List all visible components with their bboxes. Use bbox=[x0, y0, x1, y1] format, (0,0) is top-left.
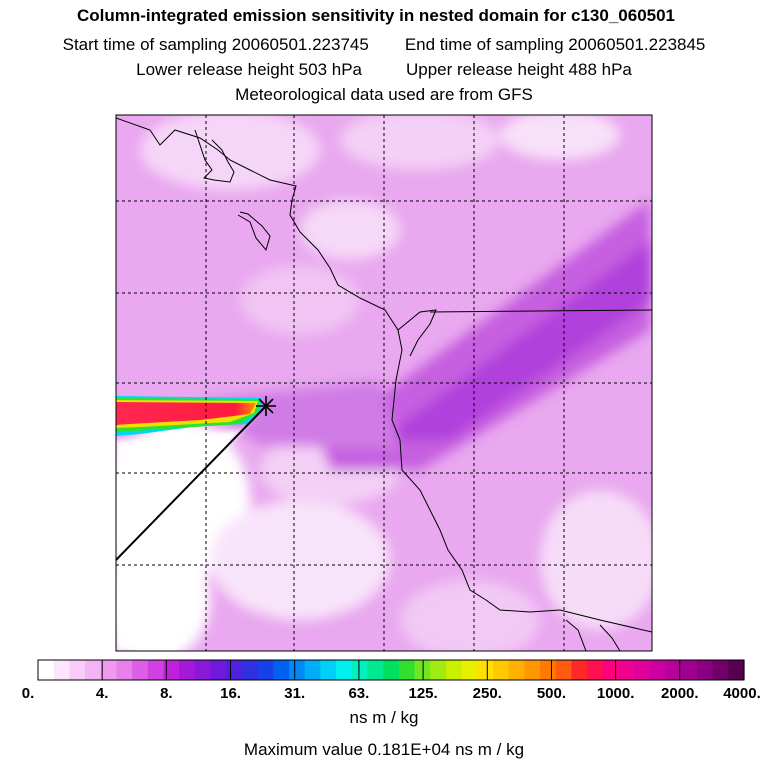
colorbar-cell bbox=[445, 660, 463, 680]
colorbar-cell bbox=[351, 660, 369, 680]
colorbar-cell bbox=[398, 660, 416, 680]
colorbar-cell bbox=[618, 660, 635, 680]
end-time-label: End time of sampling 20060501.223845 bbox=[404, 35, 706, 54]
colorbar-unit-label: ns m / kg bbox=[349, 708, 419, 727]
colorbar-cell bbox=[555, 660, 573, 680]
colorbar-cell bbox=[304, 660, 321, 680]
colorbar-cell bbox=[100, 660, 118, 680]
plume bbox=[116, 396, 262, 436]
maximum-value-label: Maximum value 0.181E+04 ns m / kg bbox=[243, 740, 525, 759]
colorbar-cell bbox=[336, 660, 353, 680]
trajectory-line bbox=[115, 405, 267, 561]
colorbar-tick-label: 4000. bbox=[723, 685, 761, 702]
colorbar-cell bbox=[383, 660, 400, 680]
colorbar-cell bbox=[477, 660, 494, 680]
map-frame bbox=[115, 114, 653, 652]
colorbar-cell bbox=[241, 660, 259, 680]
colorbar-cell bbox=[571, 660, 588, 680]
map-title: Column-integrated emission sensitivity i… bbox=[76, 6, 676, 25]
colorbar-cell bbox=[116, 660, 133, 680]
release-heights: Lower release height 503 hPa Upper releas… bbox=[0, 60, 768, 80]
colorbar-cell bbox=[649, 660, 667, 680]
colorbar-cell bbox=[194, 660, 212, 680]
colorbar-cell bbox=[696, 660, 714, 680]
lower-release-label: Lower release height 503 hPa bbox=[136, 60, 362, 79]
colorbar-cell bbox=[602, 660, 620, 680]
release-marker bbox=[256, 396, 276, 416]
colorbar-cell bbox=[430, 660, 447, 680]
colorbar-tick-label: 8. bbox=[160, 685, 173, 702]
colorbar-tick-label: 4. bbox=[96, 685, 109, 702]
colorbar-cell bbox=[179, 660, 196, 680]
coastlines bbox=[116, 117, 652, 651]
colorbar-tick-label: 1000. bbox=[597, 685, 635, 702]
colorbar-cell bbox=[289, 660, 306, 680]
colorbar-cell bbox=[681, 660, 698, 680]
colorbar-tick-label: 31. bbox=[284, 685, 305, 702]
colorbar-tick-label: 16. bbox=[220, 685, 241, 702]
colorbar-cell bbox=[665, 660, 682, 680]
colorbar-tick-label: 2000. bbox=[661, 685, 699, 702]
colorbar-cell bbox=[273, 660, 290, 680]
colorbar-cell bbox=[492, 660, 510, 680]
upper-release-label: Upper release height 488 hPa bbox=[406, 60, 632, 79]
colorbar-tick-label: 250. bbox=[473, 685, 502, 702]
colorbar-cell bbox=[38, 660, 55, 680]
colorbar-cell bbox=[508, 660, 525, 680]
colorbar-tick-label: 500. bbox=[537, 685, 566, 702]
colorbar-cell bbox=[257, 660, 274, 680]
colorbar-cell bbox=[210, 660, 227, 680]
colorbar-cell bbox=[69, 660, 86, 680]
colorbar-cell bbox=[85, 660, 102, 680]
colorbar-cell bbox=[728, 660, 745, 680]
met-data-label: Meteorological data used are from GFS bbox=[235, 85, 533, 104]
colorbar-cell bbox=[53, 660, 70, 680]
colorbar-cell bbox=[461, 660, 478, 680]
colorbar-cell bbox=[320, 660, 337, 680]
colorbar-cell bbox=[540, 660, 557, 680]
colorbar-tick-label: 0. bbox=[22, 685, 35, 702]
start-time-label: Start time of sampling 20060501.223745 bbox=[62, 35, 369, 54]
colorbar-cell bbox=[132, 660, 149, 680]
colorbar-cell bbox=[587, 660, 604, 680]
colorbar-cell bbox=[147, 660, 165, 680]
colorbar-cell bbox=[712, 660, 729, 680]
colorbar-cell bbox=[634, 660, 651, 680]
colorbar-tick-label: 125. bbox=[408, 685, 437, 702]
sampling-times: Start time of sampling 20060501.223745 En… bbox=[0, 35, 768, 55]
colorbar-tick-label: 63. bbox=[348, 685, 369, 702]
map-grid bbox=[116, 115, 652, 651]
colorbar-cell bbox=[226, 660, 243, 680]
colorbar-cell bbox=[163, 660, 180, 680]
colorbar-cell bbox=[367, 660, 384, 680]
colorbar-cell bbox=[524, 660, 541, 680]
